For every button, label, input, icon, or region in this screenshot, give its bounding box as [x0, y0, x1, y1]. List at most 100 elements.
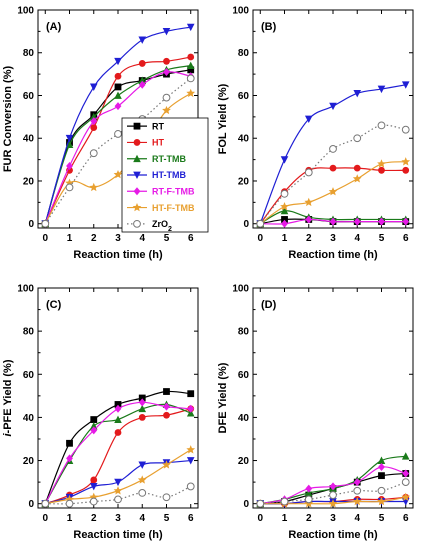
y-tick-label: 80	[238, 48, 250, 59]
y-tick-label: 60	[238, 370, 250, 381]
data-point	[138, 60, 146, 67]
data-point	[352, 174, 362, 183]
data-point	[187, 53, 195, 61]
series-zro2	[256, 121, 410, 228]
data-point	[138, 80, 146, 89]
data-point	[114, 478, 122, 487]
y-tick-label: 60	[23, 91, 35, 102]
data-point	[89, 497, 98, 506]
data-point	[401, 81, 410, 89]
x-tick-label: 2	[91, 233, 97, 244]
panel-label: (B)	[261, 21, 277, 33]
data-point	[114, 102, 122, 111]
data-point	[89, 149, 98, 158]
data-point	[89, 182, 99, 192]
data-point	[353, 134, 362, 143]
y-tick-label: 100	[17, 284, 34, 295]
data-point	[304, 115, 313, 123]
y-axis-title: FOL Yield (%)	[217, 83, 229, 154]
legend-marker	[133, 219, 141, 228]
data-point	[328, 499, 338, 508]
y-tick-label: 40	[23, 413, 35, 424]
y-tick-label: 100	[232, 284, 249, 295]
x-tick-label: 4	[354, 233, 360, 244]
data-point	[187, 66, 195, 74]
y-tick-label: 40	[23, 134, 35, 145]
x-tick-label: 3	[115, 513, 121, 524]
data-point	[186, 74, 195, 83]
x-tick-label: 1	[282, 513, 288, 524]
data-point	[377, 159, 386, 168]
legend-label: ZrO2	[152, 219, 172, 233]
legend-marker	[133, 139, 141, 146]
x-tick-label: 6	[188, 233, 194, 244]
x-tick-label: 3	[115, 233, 121, 244]
data-point	[138, 414, 146, 421]
data-point	[353, 164, 361, 172]
legend: RT HT RT-TMB HT-TMB RT-F-TMB HT-F-TMB ZrO2	[121, 117, 209, 233]
data-point	[90, 416, 98, 423]
data-point	[377, 456, 386, 464]
data-point	[401, 452, 410, 460]
x-tick-label: 6	[403, 513, 409, 524]
data-point	[280, 497, 289, 506]
data-point	[280, 189, 289, 198]
data-point	[113, 169, 123, 179]
series-ht-tmb	[256, 81, 410, 228]
data-point	[163, 411, 170, 419]
legend-label: HT-TMB	[152, 170, 186, 180]
series-zro2	[41, 482, 195, 508]
data-point	[304, 488, 313, 497]
data-point	[187, 404, 195, 413]
data-point	[138, 394, 146, 402]
data-point	[114, 57, 122, 66]
x-tick-label: 2	[306, 233, 312, 244]
data-point	[401, 157, 411, 166]
data-point	[162, 460, 171, 469]
data-point	[353, 89, 362, 98]
legend-marker	[132, 202, 142, 212]
data-point	[89, 483, 98, 491]
data-point	[138, 76, 147, 84]
x-tick-label: 3	[330, 513, 336, 524]
y-tick-label: 20	[23, 176, 35, 187]
data-point	[186, 409, 195, 417]
y-tick-label: 20	[23, 456, 35, 467]
data-point	[378, 166, 385, 174]
data-point	[90, 117, 98, 126]
data-point	[66, 454, 73, 463]
y-tick-label: 0	[243, 499, 249, 510]
data-point	[163, 67, 170, 76]
data-point	[280, 156, 289, 164]
data-point	[280, 206, 289, 215]
y-tick-label: 40	[238, 134, 250, 145]
x-axis-title: Reaction time (h)	[288, 529, 378, 541]
data-point	[186, 482, 195, 491]
legend-marker	[133, 122, 141, 130]
data-point	[186, 61, 195, 69]
data-point	[377, 496, 386, 506]
legend-label: RT	[152, 121, 164, 131]
y-axis-title: i-PFE Yield (%)	[2, 359, 14, 436]
legend-marker	[133, 187, 141, 196]
y-tick-label: 0	[28, 219, 34, 230]
data-point	[65, 140, 74, 149]
data-point	[402, 166, 410, 174]
data-point	[377, 486, 386, 495]
series-line	[259, 124, 406, 225]
data-point	[114, 83, 122, 91]
legend-label: HT-F-TMB	[152, 203, 195, 213]
data-point	[162, 493, 171, 502]
panel-label: (A)	[46, 21, 62, 33]
x-tick-label: 5	[164, 513, 170, 524]
data-point	[256, 219, 265, 228]
data-point	[304, 197, 314, 207]
data-point	[377, 85, 386, 94]
data-point	[329, 491, 337, 499]
data-point	[66, 439, 73, 447]
data-point	[305, 215, 313, 224]
y-tick-label: 80	[23, 48, 35, 59]
